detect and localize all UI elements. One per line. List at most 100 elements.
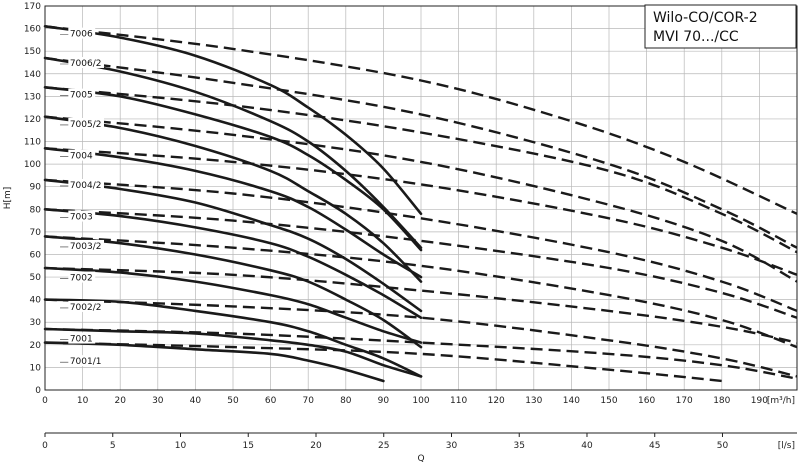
- x-tick-label: 110: [450, 396, 467, 406]
- chart-title-line-1: Wilo-CO/COR-2: [653, 10, 758, 26]
- x2-tick-label: 15: [243, 441, 254, 451]
- curve-label-background: [68, 239, 105, 251]
- x2-unit-label: [l/s]: [778, 441, 795, 451]
- x-tick-label: 170: [676, 396, 693, 406]
- series-line-dual-7005-2: [44, 115, 798, 283]
- series-line-single-7002-2: [43, 298, 423, 378]
- y-tick-label: 60: [30, 250, 42, 260]
- curve-label-7002-2: 7002/2: [70, 303, 102, 313]
- x2-tick-label: 35: [514, 441, 525, 451]
- series-line-single-7004: [43, 147, 423, 279]
- x2-tick-label: 40: [581, 441, 593, 451]
- curve-label-7003: 7003: [70, 213, 93, 223]
- y-tick-label: 90: [30, 183, 42, 193]
- series-line-dual-7002: [44, 266, 798, 344]
- x-tick-label: 40: [190, 396, 202, 406]
- series-line-single-7005-2: [43, 115, 423, 283]
- y-tick-label: 140: [24, 70, 41, 80]
- series-line-dual-7003: [44, 208, 798, 319]
- x-tick-label: 30: [152, 396, 164, 406]
- x-tick-label: 180: [713, 396, 730, 406]
- series-line-dual-7002-2: [44, 298, 798, 378]
- y-tick-label: 100: [24, 160, 41, 170]
- x-tick-label: 190: [751, 396, 768, 406]
- y-tick-label: 30: [30, 318, 42, 328]
- curve-label-7001-1: 7001/1: [70, 357, 102, 367]
- curve-label-7005-2: 7005/2: [70, 120, 102, 130]
- series-line-single-7002: [43, 266, 423, 344]
- y-tick-label: 50: [30, 273, 42, 283]
- curve-label-background: [68, 300, 105, 312]
- x-tick-label: 20: [114, 396, 126, 406]
- x2-tick-label: 25: [378, 441, 389, 451]
- curve-label-background: [68, 332, 96, 344]
- x2-tick-label: 5: [110, 441, 116, 451]
- series-line-single-7001: [43, 327, 423, 378]
- series-line-single-7003-2: [43, 235, 423, 349]
- y-tick-label: 0: [35, 386, 41, 396]
- curve-label-7004-2: 7004/2: [70, 181, 102, 191]
- series-line-dual-7004-2: [44, 178, 798, 313]
- x-axis-label: Q: [417, 454, 424, 464]
- y-tick-label: 110: [24, 138, 41, 148]
- x-tick-label: 100: [412, 396, 429, 406]
- curve-label-background: [68, 149, 96, 161]
- series-line-single-7001-1: [43, 341, 385, 383]
- y-tick-label: 80: [30, 205, 42, 215]
- curve-label-7004: 7004: [70, 152, 93, 162]
- y-tick-label: 130: [24, 92, 41, 102]
- axes: 0102030405060708090100110120130140150160…: [3, 2, 798, 464]
- series-line-single-7004-2: [43, 178, 423, 313]
- y-tick-label: 70: [30, 228, 42, 238]
- curve-label-7001: 7001: [70, 335, 93, 345]
- curve-label-background: [68, 88, 96, 100]
- curve-label-7006-2: 7006/2: [70, 59, 102, 69]
- x2-tick-label: 10: [175, 441, 187, 451]
- title-box: Wilo-CO/COR-2 MVI 70.../CC: [644, 4, 797, 49]
- x2-tick-label: 20: [310, 441, 322, 451]
- y-tick-label: 40: [30, 296, 42, 306]
- x-tick-label: 0: [42, 396, 48, 406]
- x-tick-label: 120: [488, 396, 505, 406]
- series-line-single-7006: [43, 25, 423, 216]
- series-line-dual-7006: [44, 25, 798, 215]
- curve-label-background: [68, 178, 105, 190]
- y-tick-label: 10: [30, 363, 42, 373]
- x2-tick-label: 45: [649, 441, 660, 451]
- y-tick-label: 20: [30, 341, 42, 351]
- curve-label-background: [68, 210, 96, 222]
- curve-label-background: [68, 271, 96, 283]
- curve-label-background: [68, 117, 105, 129]
- series-line-dual-7001-1: [44, 341, 722, 383]
- x2-tick-label: 50: [717, 441, 729, 451]
- x-tick-label: 80: [340, 396, 352, 406]
- series-line-single-7006-2: [43, 56, 423, 249]
- y-tick-label: 150: [24, 47, 41, 57]
- x-tick-label: 70: [302, 396, 314, 406]
- y-tick-label: 160: [24, 25, 41, 35]
- series-line-dual-7003-2: [44, 235, 798, 349]
- x-tick-label: 90: [378, 396, 390, 406]
- curve-label-7006: 7006: [70, 30, 93, 40]
- series-line-dual-7005: [44, 86, 798, 254]
- y-axis-label: H[m]: [3, 187, 13, 210]
- curve-label-background: [68, 355, 105, 367]
- x-tick-label: 140: [563, 396, 580, 406]
- series-line-dual-7006-2: [44, 56, 798, 249]
- x-tick-label: 160: [638, 396, 655, 406]
- plot-frame: [44, 5, 798, 391]
- x-tick-label: 10: [77, 396, 89, 406]
- x-tick-label: 150: [600, 396, 617, 406]
- chart-title-line-2: MVI 70.../CC: [653, 29, 739, 45]
- x-unit-label: [m³/h]: [767, 396, 795, 406]
- series-line-single-7003: [43, 208, 423, 319]
- x-tick-label: 50: [227, 396, 239, 406]
- series-line-dual-7004: [44, 147, 798, 276]
- curves: [43, 25, 798, 383]
- y-tick-label: 170: [24, 2, 41, 12]
- curve-labels: 7006 7006/2 7005 7005/2 7004 7004/2 7003 7003/2…: [60, 27, 105, 367]
- curve-label-background: [68, 27, 96, 39]
- curve-label-7002: 7002: [70, 274, 93, 284]
- x2-tick-label: 30: [446, 441, 458, 451]
